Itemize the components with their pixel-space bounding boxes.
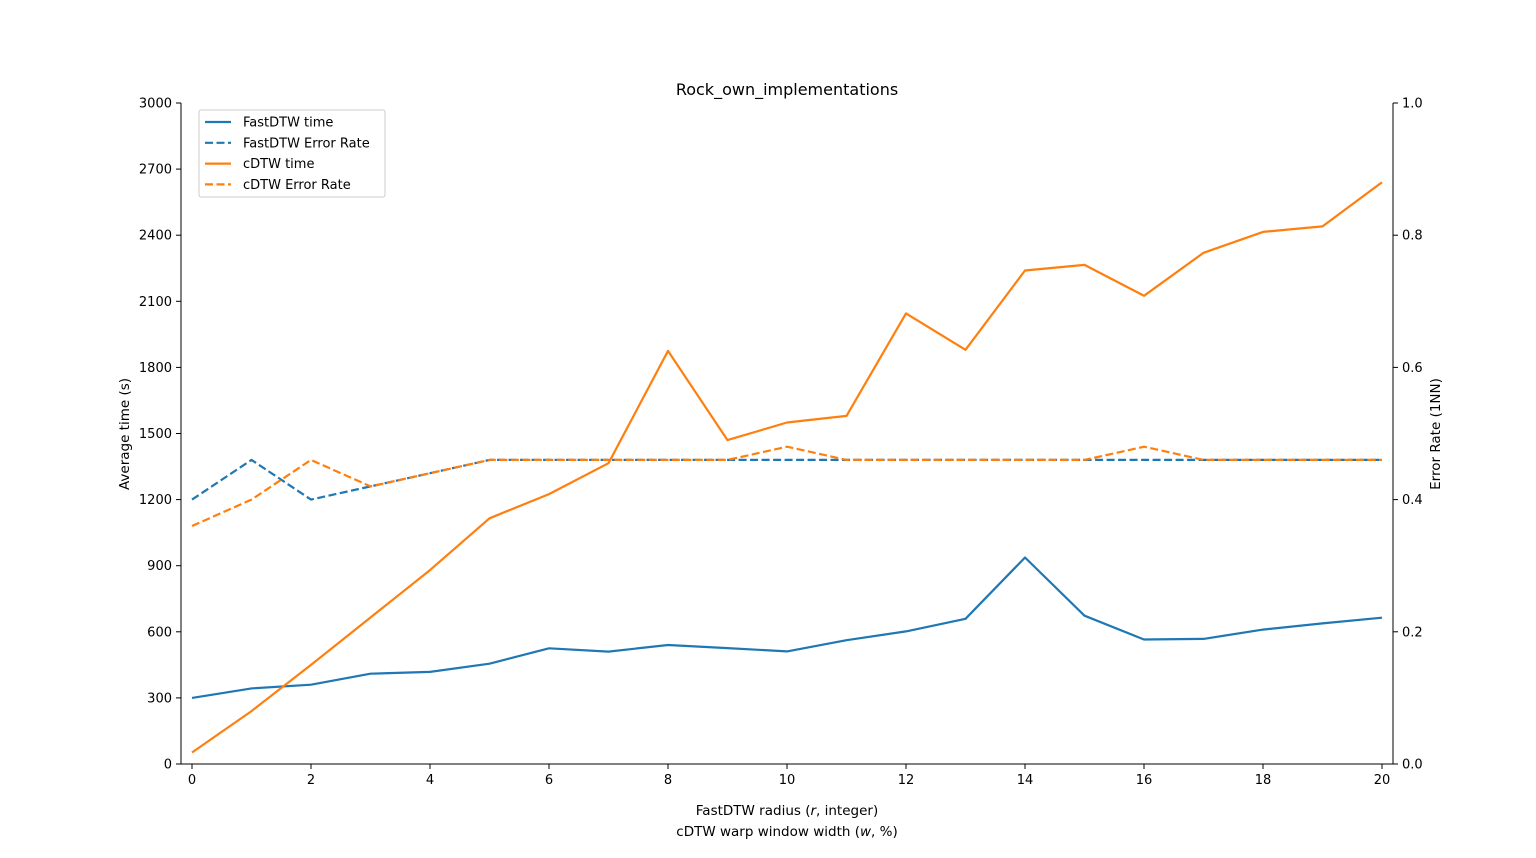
x-tick-label: 20 <box>1374 773 1391 788</box>
series-line-cdtw-time <box>191 181 1383 754</box>
legend-label: FastDTW Error Rate <box>243 136 370 151</box>
chart-title: Rock_own_implementations <box>676 80 898 100</box>
y-tick-label: 2700 <box>139 163 172 178</box>
series-line-fastdtw-error-rate <box>191 458 1382 501</box>
y-tick-label: 1200 <box>139 493 172 508</box>
series-line-fastdtw-time <box>191 556 1383 699</box>
y-tick-label: 0 <box>164 758 172 773</box>
x-tick-label: 2 <box>307 773 315 788</box>
axes: 0 2 4 6 8 10 12 14 16 18 20 0 300 600 900 1200 1500 1800 2… <box>139 97 1423 789</box>
plot-area <box>191 181 1383 754</box>
legend-label: FastDTW time <box>243 116 333 131</box>
series-line-cdtw-error-rate <box>191 445 1382 528</box>
x-tick-label: 6 <box>545 773 553 788</box>
x-tick-label: 4 <box>426 773 434 788</box>
y-tick-label: 1500 <box>139 427 172 442</box>
y-tick-label-right: 0.6 <box>1402 361 1423 376</box>
x-tick-label: 18 <box>1255 773 1272 788</box>
legend: FastDTW time FastDTW Error Rate cDTW time c… <box>198 109 386 198</box>
x-tick-label: 0 <box>188 773 196 788</box>
x-tick-label: 10 <box>779 773 796 788</box>
y-tick-label: 1800 <box>139 361 172 376</box>
x-tick-label: 12 <box>898 773 915 788</box>
y-tick-label-right: 1.0 <box>1402 97 1423 112</box>
y-tick-label-right: 0.2 <box>1402 625 1423 640</box>
y-tick-label-right: 0.8 <box>1402 229 1423 244</box>
y-tick-label: 2400 <box>139 229 172 244</box>
y-tick-label: 600 <box>147 625 172 640</box>
y-tick-label: 3000 <box>139 97 172 112</box>
y-tick-label-right: 0.0 <box>1402 758 1423 773</box>
x-tick-label: 8 <box>664 773 672 788</box>
y-tick-label: 900 <box>147 559 172 574</box>
legend-label: cDTW Error Rate <box>243 178 351 193</box>
x-tick-label: 14 <box>1017 773 1034 788</box>
y-tick-label-right: 0.4 <box>1402 493 1423 508</box>
x-axis-label-secondary: cDTW warp window width (w, %) <box>676 824 897 840</box>
y-axis-label: Average time (s) <box>117 378 133 490</box>
legend-label: cDTW time <box>243 157 314 172</box>
legend-box <box>198 109 386 198</box>
x-axis-label: FastDTW radius (r, integer) <box>696 803 878 819</box>
y-axis-label-right: Error Rate (1NN) <box>1428 378 1444 490</box>
y-tick-label: 2100 <box>139 295 172 310</box>
x-tick-label: 16 <box>1136 773 1153 788</box>
y-tick-label: 300 <box>147 691 172 706</box>
